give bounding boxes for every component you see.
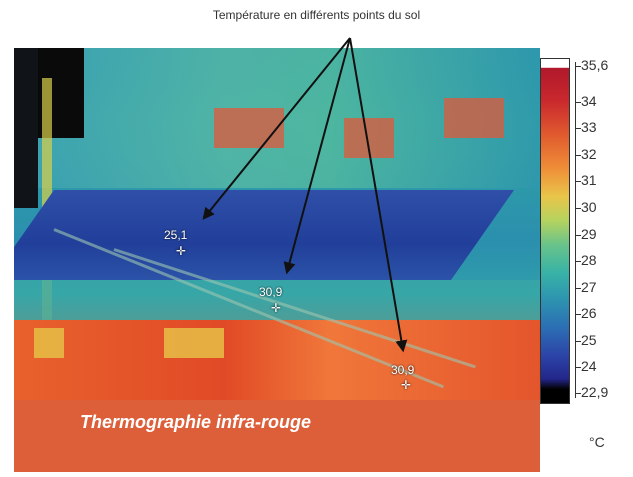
scale-tick [575, 314, 581, 315]
scale-tick [575, 261, 581, 262]
scale-label: 35,6 [581, 57, 609, 73]
scale-unit: °C [589, 434, 605, 450]
scale-axis [575, 62, 576, 398]
scale-tick [575, 288, 581, 289]
scale-tick [575, 128, 581, 129]
scale-label: 31 [581, 172, 597, 188]
scale-tick [575, 155, 581, 156]
scale-tick [575, 341, 581, 342]
scale-tick [575, 393, 581, 394]
warm-building [444, 98, 504, 138]
scale-tick [575, 208, 581, 209]
scale-label: 29 [581, 226, 597, 242]
scale-tick [575, 102, 581, 103]
temperature-reading-3: 30,9 [391, 363, 415, 377]
crosshair-icon: ✛ [401, 378, 412, 392]
scale-tick [575, 235, 581, 236]
scale-label: 30 [581, 199, 597, 215]
temperature-scale-bar [540, 58, 570, 404]
temperature-reading-1: 25,1 [164, 228, 188, 242]
scale-label: 28 [581, 252, 597, 268]
caption-banner [14, 400, 540, 472]
scale-label: 26 [581, 305, 597, 321]
caption-text: Thermographie infra-rouge [80, 412, 312, 432]
scale-label: 22,9 [581, 384, 609, 400]
temperature-reading-2: 30,9 [259, 285, 283, 299]
annotation-title: Température en différents points du sol [212, 8, 421, 22]
scale-label: 27 [581, 279, 597, 295]
scale-label: 34 [581, 93, 597, 109]
warm-strip [164, 328, 224, 358]
scale-label: 33 [581, 119, 597, 135]
arrow-to-point-3 [349, 37, 408, 353]
scale-tick [575, 181, 581, 182]
dark-region [14, 48, 38, 208]
scale-tick [575, 367, 581, 368]
scale-label: 24 [581, 358, 597, 374]
crosshair-icon: ✛ [176, 244, 187, 258]
warm-building [214, 108, 284, 148]
arrow-to-point-1 [202, 37, 351, 220]
arrow-to-point-2 [283, 37, 351, 275]
scale-tick [575, 66, 581, 67]
scale-label: 32 [581, 146, 597, 162]
crosshair-icon: ✛ [271, 301, 282, 315]
thermal-image [14, 48, 540, 400]
warm-strip [34, 328, 64, 358]
scale-label: 25 [581, 332, 597, 348]
